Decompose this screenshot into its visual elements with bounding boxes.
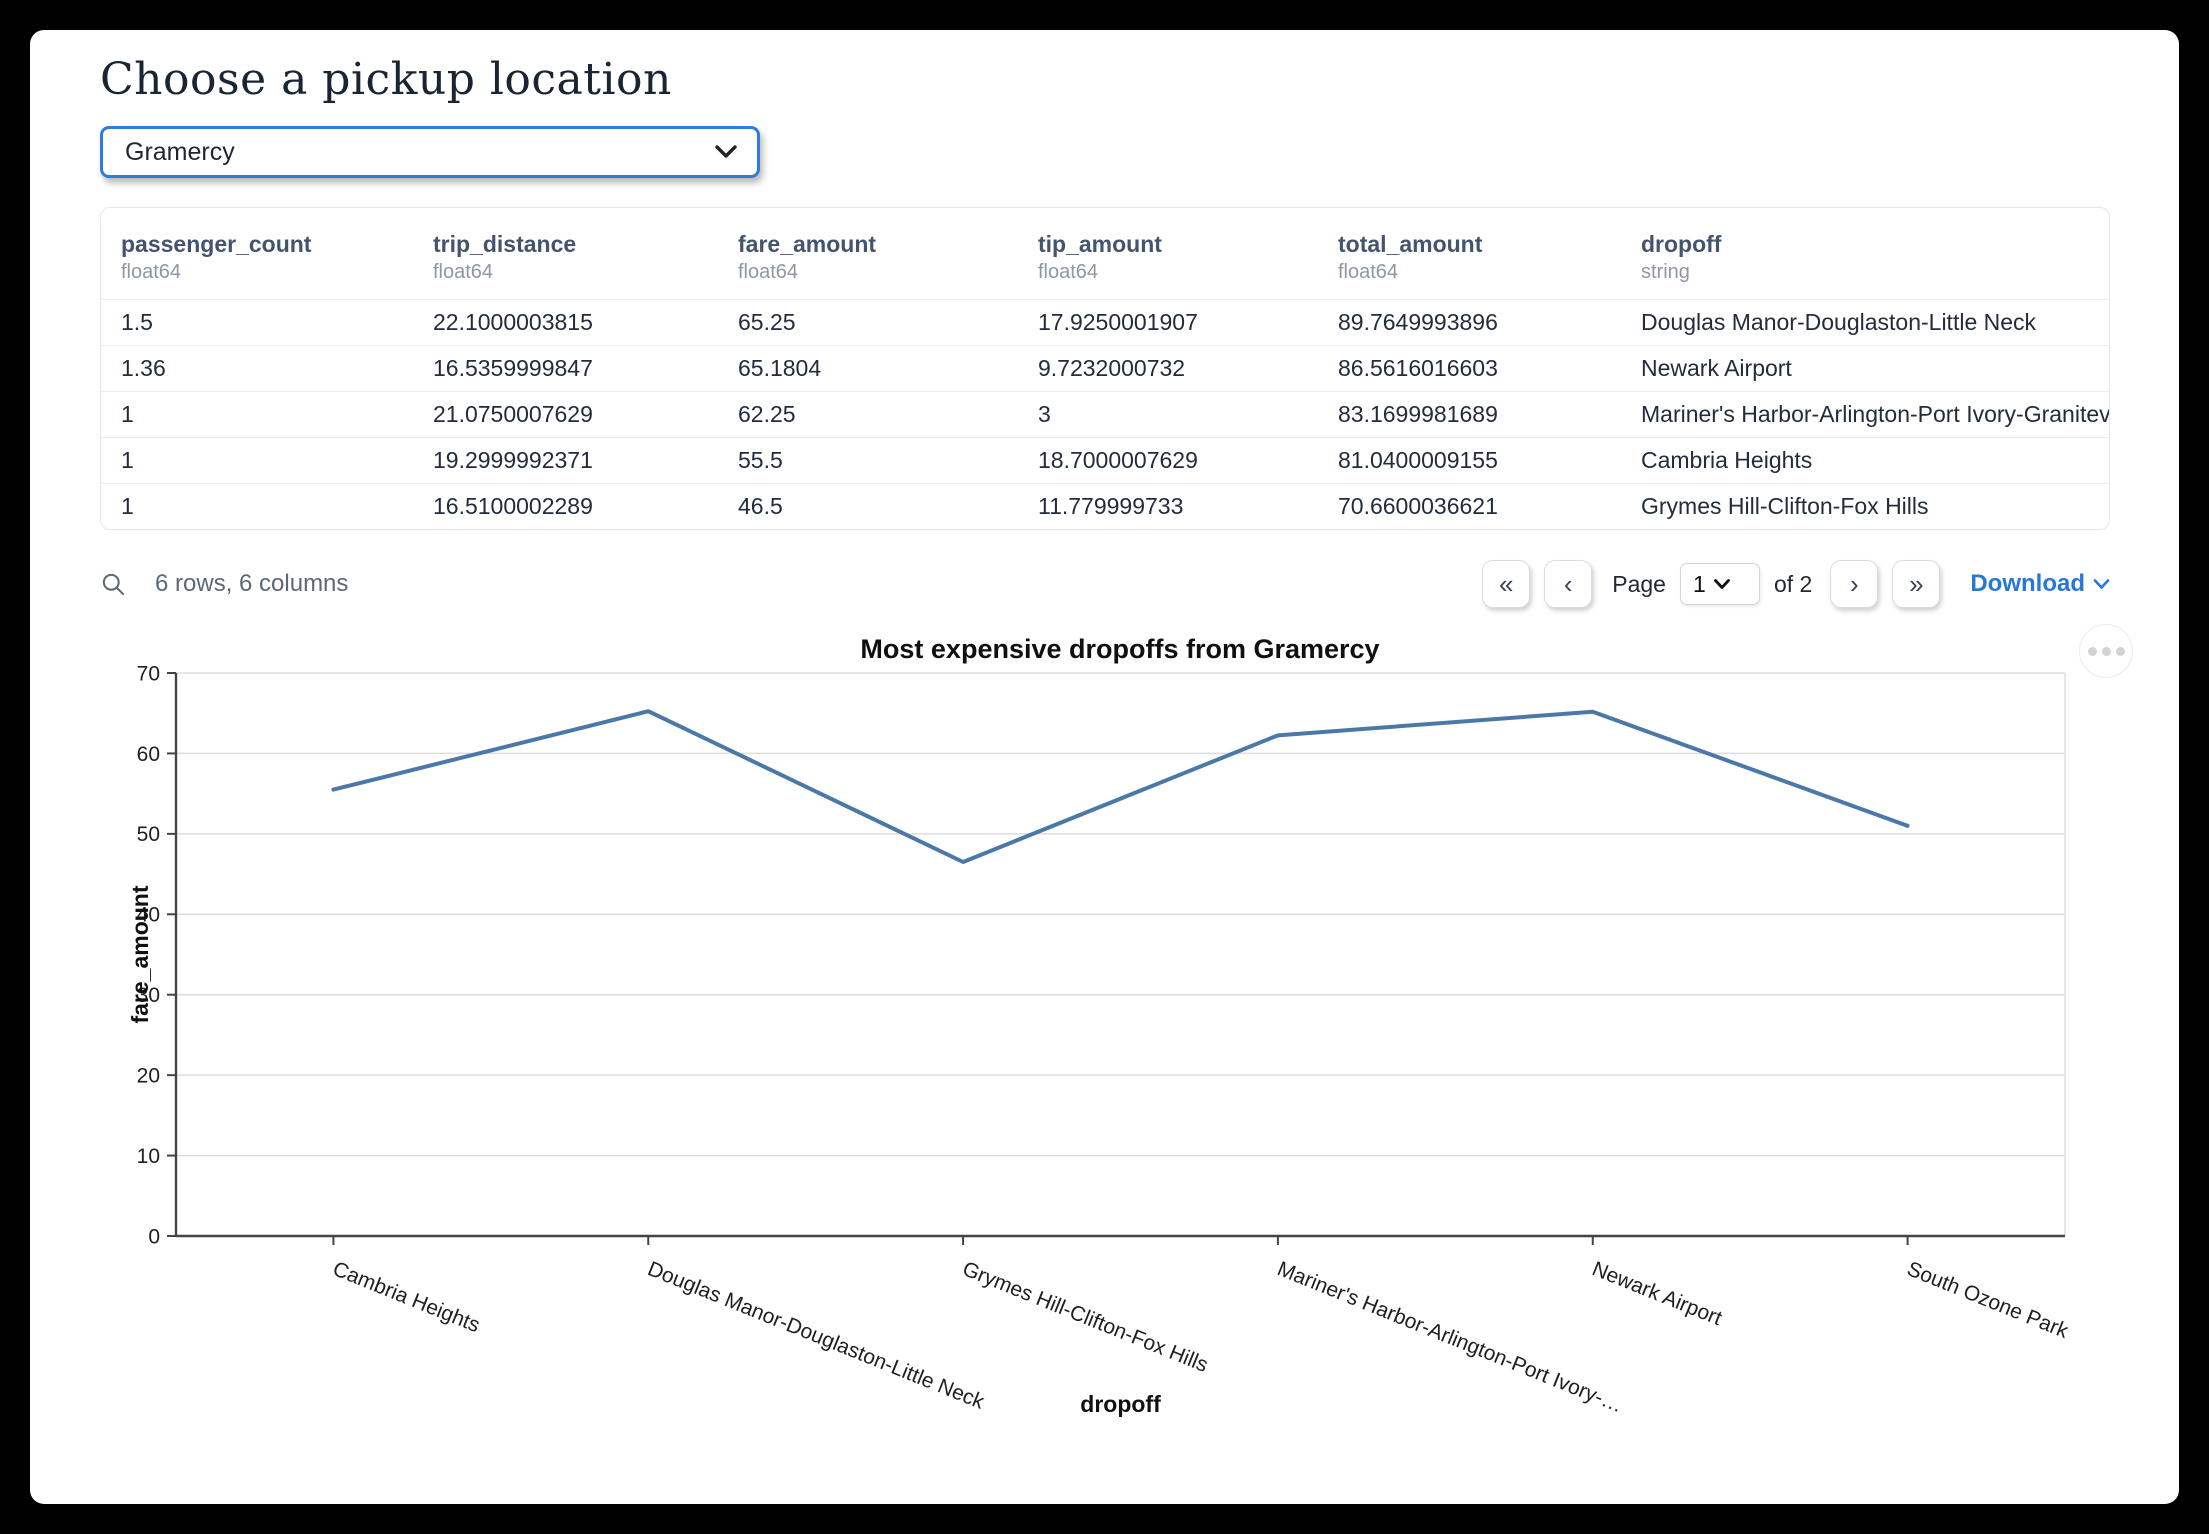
table-cell: 22.1000003815	[433, 308, 593, 335]
table-cell: 16.5359999847	[433, 354, 593, 381]
rows-summary: 6 rows, 6 columns	[100, 570, 348, 598]
x-tick-label: Grymes Hill-Clifton-Fox Hills	[959, 1257, 1211, 1377]
line-series	[331, 709, 1910, 865]
table-cell: 55.5	[738, 446, 783, 473]
table-cell: 46.5	[738, 493, 783, 519]
table-row[interactable]: 1 19.2999992371 55.5 18.7000007629 81.040000…	[101, 437, 2109, 483]
y-tick-label: 20	[137, 1064, 160, 1087]
chart-title: Most expensive dropoffs from Gramercy	[860, 634, 1380, 664]
x-tick-label: Newark Airport	[1589, 1257, 1725, 1330]
page-label: Page	[1612, 570, 1666, 597]
column-header: passenger_count float64	[121, 231, 312, 283]
ellipsis-icon	[2087, 646, 2097, 656]
table-header: passenger_count float64 trip_distance float…	[101, 208, 2109, 299]
table-footer: 6 rows, 6 columns « ‹ Page 1 of 2 › » Do…	[100, 560, 2110, 608]
column-header: trip_distance float64	[433, 231, 577, 283]
rows-summary-text: 6 rows, 6 columns	[155, 570, 349, 597]
table-row[interactable]: 1 16.5100002289 46.5 11.779999733 70.6600036…	[101, 483, 2109, 529]
table-cell: 21.0750007629	[433, 400, 593, 427]
table-cell: 19.2999992371	[433, 446, 593, 473]
page-number-value: 1	[1692, 570, 1706, 597]
page-count-label: of 2	[1773, 570, 1813, 597]
table-cell: 1	[121, 400, 134, 427]
table-cell: 89.7649993896	[1338, 308, 1498, 335]
column-header: tip_amount float64	[1038, 231, 1162, 283]
column-header: total_amount float64	[1338, 231, 1483, 283]
page-number-select[interactable]: 1	[1679, 563, 1760, 605]
pickup-location-select[interactable]: Gramercy	[100, 126, 760, 178]
table-cell: 9.7232000732	[1038, 354, 1186, 381]
table-cell: 11.779999733	[1038, 493, 1184, 519]
y-tick-label: 60	[137, 743, 160, 766]
table-cell: 70.6600036621	[1338, 493, 1498, 519]
table-cell: 65.1804	[738, 354, 822, 381]
table-cell: 3	[1038, 400, 1051, 427]
table-row[interactable]: 1 21.0750007629 62.25 3 83.1699981689 Mariner…	[101, 391, 2109, 437]
y-tick-label: 0	[148, 1225, 160, 1248]
x-axis-title: dropoff	[1080, 1391, 1161, 1417]
app-content-card: Choose a pickup location Gramercy passen…	[30, 30, 2179, 1504]
table-cell: 62.25	[738, 400, 796, 427]
y-tick-label: 30	[137, 984, 160, 1007]
fare-line-chart: Most expensive dropoffs from Gramercy 0 1…	[30, 620, 2179, 1470]
table-cell: 86.5616016603	[1338, 354, 1498, 381]
table-cell: Newark Airport	[1641, 354, 1792, 381]
chevron-down-icon	[2093, 578, 2110, 589]
table-cell: 1	[121, 446, 134, 473]
last-page-button[interactable]: »	[1892, 560, 1941, 608]
column-header: fare_amount float64	[738, 231, 877, 283]
table-cell: Grymes Hill-Clifton-Fox Hills	[1641, 493, 1929, 519]
download-label: Download	[1970, 570, 2085, 597]
table-row[interactable]: 1.5 22.1000003815 65.25 17.9250001907 89.764…	[101, 299, 2109, 345]
search-icon[interactable]	[100, 571, 127, 598]
table-cell: Cambria Heights	[1641, 446, 1813, 473]
chart-canvas: 0 10 20 30 40 50 60 70 Cambria Heights Douglas Ma…	[127, 662, 2072, 1417]
chevron-down-icon	[1713, 578, 1730, 589]
x-tick-label: Cambria Heights	[330, 1257, 484, 1337]
page-title: Choose a pickup location	[100, 54, 672, 105]
y-tick-label: 10	[137, 1145, 160, 1168]
data-table: passenger_count float64 trip_distance float…	[101, 208, 2109, 529]
chevron-down-icon	[715, 145, 737, 158]
y-tick-label: 70	[137, 662, 160, 685]
table-cell: 16.5100002289	[433, 493, 593, 519]
table-cell: Mariner's Harbor-Arlington-Port Ivory-Gr…	[1641, 400, 2109, 427]
table-cell: 1	[121, 493, 134, 519]
table-cell: 17.9250001907	[1038, 308, 1198, 335]
table-cell: 81.0400009155	[1338, 446, 1498, 473]
y-axis-title: fare_amount	[127, 885, 153, 1023]
table-cell: 18.7000007629	[1038, 446, 1198, 473]
y-tick-label: 40	[137, 904, 160, 927]
x-tick-label: Mariner's Harbor-Arlington-Port Ivory-…	[1274, 1257, 1626, 1417]
previous-page-button[interactable]: ‹	[1544, 560, 1593, 608]
table-cell: Douglas Manor-Douglaston-Little Neck	[1641, 308, 2037, 335]
pagination-controls: « ‹ Page 1 of 2 › » Download	[1482, 560, 2110, 608]
table-cell: 1.36	[121, 354, 166, 381]
pickup-location-value: Gramercy	[125, 137, 235, 166]
x-tick-label: South Ozone Park	[1904, 1257, 2072, 1343]
next-page-button[interactable]: ›	[1830, 560, 1879, 608]
x-tick-label: Douglas Manor-Douglaston-Little Neck	[644, 1257, 987, 1414]
first-page-button[interactable]: «	[1482, 560, 1531, 608]
table-cell: 65.25	[738, 308, 796, 335]
table-cell: 83.1699981689	[1338, 400, 1498, 427]
table-row[interactable]: 1.36 16.5359999847 65.1804 9.7232000732 86.5…	[101, 345, 2109, 391]
download-button[interactable]: Download	[1970, 570, 2110, 598]
table-cell: 1.5	[121, 308, 153, 335]
column-header: dropoff string	[1641, 231, 1722, 283]
data-table-card: passenger_count float64 trip_distance float…	[100, 207, 2110, 531]
y-tick-label: 50	[137, 823, 160, 846]
chart-actions-menu-button[interactable]	[2079, 624, 2133, 678]
